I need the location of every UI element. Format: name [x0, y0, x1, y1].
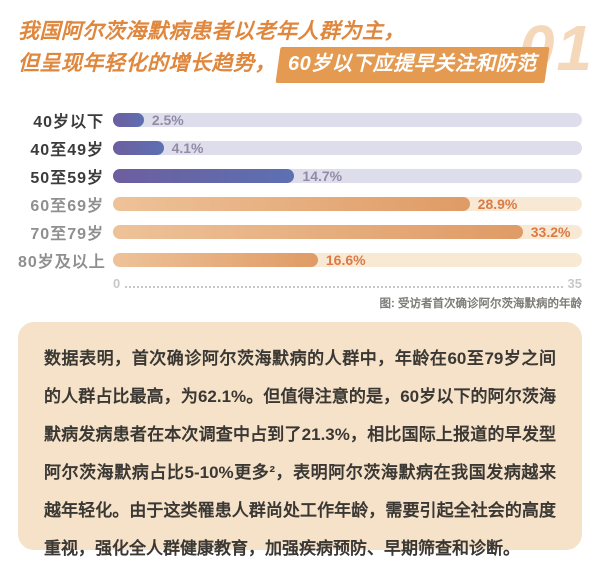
bar-value-label: 14.7% [302, 168, 343, 184]
bar-track: 16.6% [113, 252, 582, 268]
bar-value-label: 28.9% [477, 196, 518, 212]
axis-min-label: 0 [113, 276, 121, 291]
bar-value-label: 4.1% [171, 140, 204, 156]
bar-fill [113, 141, 164, 155]
bar-category-label: 80岁及以上 [18, 254, 106, 271]
x-axis: 0 35 [113, 276, 582, 292]
bar-value-label: 33.2% [530, 224, 571, 240]
bar-row: 40至49岁 4.1% [18, 134, 582, 162]
bar-track: 2.5% [113, 112, 582, 128]
title-line-2-prefix: 但呈现年轻化的增长趋势， [18, 52, 276, 75]
bar-row: 70至79岁 33.2% [18, 218, 582, 246]
bar-row: 40岁以下 2.5% [18, 106, 582, 134]
bar-value-label: 2.5% [151, 112, 184, 128]
title-highlight: 60岁以下应提早关注和防范 [278, 47, 547, 83]
bar-chart-rows: 40岁以下 2.5% 40至49岁 4.1% 50至59岁 14.7% 60至6… [18, 106, 582, 274]
title-line-1: 我国阿尔茨海默病患者以老年人群为主， [18, 20, 405, 43]
bar-track: 4.1% [113, 140, 582, 156]
summary-panel: 数据表明，首次确诊阿尔茨海默病的人群中，年龄在60至79岁之间的人群占比最高，为… [18, 322, 582, 558]
bar-track: 14.7% [113, 168, 582, 184]
bar-fill [113, 169, 295, 183]
bar-fill [113, 253, 318, 267]
bar-track: 33.2% [113, 224, 582, 240]
bar-fill [113, 197, 470, 211]
bar-fill [113, 113, 144, 127]
axis-dotted-line [125, 286, 563, 288]
chart-caption: 图: 受访者首次确诊阿尔茨海默病的年龄 [379, 298, 582, 310]
bar-category-label: 40岁以下 [33, 114, 104, 131]
summary-text: 数据表明，首次确诊阿尔茨海默病的人群中，年龄在60至79岁之间的人群占比最高，为… [44, 349, 556, 558]
title-line-2: 但呈现年轻化的增长趋势， 60岁以下应提早关注和防范 [18, 47, 536, 83]
bar-row: 60至69岁 28.9% [18, 190, 582, 218]
bar-fill [113, 225, 523, 239]
header: 我国阿尔茨海默病患者以老年人群为主， 但呈现年轻化的增长趋势， 60岁以下应提早关… [18, 16, 536, 83]
axis-max-label: 35 [567, 276, 582, 291]
bar-category-label: 70至79岁 [30, 226, 104, 243]
bar-track: 28.9% [113, 196, 582, 212]
bar-row: 80岁及以上 16.6% [18, 246, 582, 274]
bar-chart: 40岁以下 2.5% 40至49岁 4.1% 50至59岁 14.7% 60至6… [18, 106, 582, 311]
bar-category-label: 60至69岁 [30, 198, 104, 215]
bar-row: 50至59岁 14.7% [18, 162, 582, 190]
bar-category-label: 50至59岁 [30, 170, 104, 187]
bar-value-label: 16.6% [325, 252, 366, 268]
bar-category-label: 40至49岁 [30, 142, 104, 159]
